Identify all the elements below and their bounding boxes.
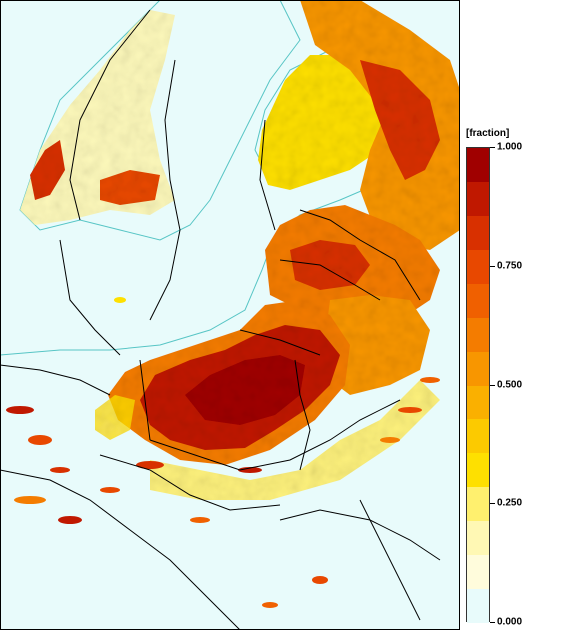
legend-swatch [467,215,489,251]
legend: [fraction] 1.000 0.750 0.500 0.250 0.000 [460,0,570,630]
legend-swatch [467,419,489,454]
field-belarus [325,295,430,395]
legend-label: 0.500 [497,379,523,390]
field-norway-peaks [30,140,65,200]
legend-color-bar [466,147,490,624]
legend-label: 0.250 [497,497,523,509]
legend-tick [490,622,495,623]
field-north-ridge [360,60,440,180]
legend-tick [490,384,495,386]
legend-swatch [467,487,489,522]
legend-tick [490,265,495,267]
legend-title: [fraction] [466,128,510,139]
field-poland-peak [185,355,305,425]
field-finland [258,55,390,190]
scandinavia-coast [19,0,301,241]
field-baltic-core [290,240,370,290]
legend-tick [490,147,495,148]
legend-swatch [467,148,489,183]
legend-swatch [467,283,489,319]
field-germany-low [95,395,135,440]
legend-swatch [467,555,489,590]
legend-swatch [467,181,489,217]
field-sweden-band [100,170,160,205]
legend-swatch [467,589,489,624]
legend-swatch [467,385,489,420]
legend-swatch [467,521,489,556]
legend-label: 0.750 [497,260,523,272]
legend-swatch [467,351,489,386]
fraction-field [20,0,460,500]
legend-label: 0.000 [497,616,523,628]
map-panel [0,0,460,630]
country-borders [0,9,441,630]
field-north-east [300,0,460,250]
legend-swatch [467,317,489,353]
legend-tick [490,503,495,505]
speckle-layer [6,297,440,608]
legend-swatch [467,453,489,488]
legend-label: 1.000 [497,141,523,153]
legend-swatch [467,249,489,285]
